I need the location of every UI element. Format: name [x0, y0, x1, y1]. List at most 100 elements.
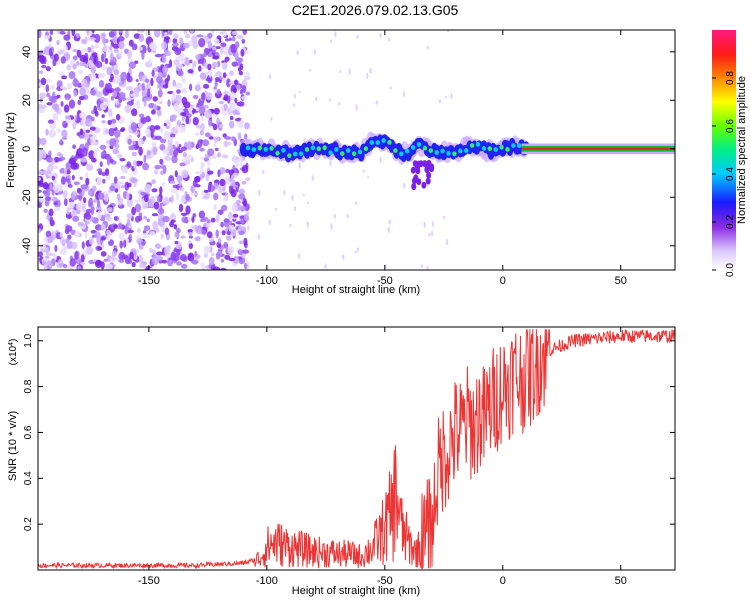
noise-speck: [157, 88, 163, 98]
noise-speck: [126, 182, 132, 188]
noise-speck: [235, 186, 239, 193]
noise-speck: [289, 224, 292, 227]
noise-speck: [169, 148, 174, 156]
noise-speck: [232, 109, 239, 116]
noise-speck: [90, 66, 97, 74]
signal-tail: [422, 160, 428, 168]
signal-core: [422, 145, 428, 151]
colorbar: 0.0 0.2 0.4 0.6 0.8 Normalized spectral ampl…: [712, 30, 748, 277]
colorbar-gradient: [712, 30, 736, 270]
noise-speck: [74, 230, 81, 238]
noise-speck: [91, 199, 99, 203]
noise-speck: [59, 138, 63, 146]
noise-speck: [129, 251, 134, 260]
noise-speck: [222, 30, 227, 37]
noise-speck: [103, 52, 107, 59]
noise-speck: [77, 99, 82, 106]
noise-speck: [52, 113, 59, 122]
noise-speck: [79, 54, 87, 62]
noise-speck: [189, 83, 193, 92]
noise-speck: [241, 165, 249, 174]
noise-speck: [303, 137, 306, 142]
noise-speck: [45, 128, 49, 136]
noise-speck: [95, 91, 103, 98]
noise-speck: [105, 140, 110, 144]
noise-speck: [137, 215, 143, 222]
noise-speck: [205, 77, 212, 82]
noise-speck: [213, 107, 220, 115]
signal-core: [310, 145, 316, 151]
noise-speck: [143, 97, 147, 107]
noise-speck: [176, 261, 182, 266]
noise-speck: [236, 199, 242, 204]
snr-ytick-label: 0.8: [23, 379, 34, 393]
noise-speck: [174, 170, 178, 178]
noise-speck: [175, 82, 183, 89]
noise-speck: [78, 192, 83, 202]
noise-speck: [245, 211, 250, 216]
noise-speck: [181, 57, 185, 66]
noise-speck: [92, 52, 98, 58]
noise-speck: [140, 240, 147, 246]
noise-speck: [146, 218, 150, 223]
noise-speck: [185, 154, 193, 160]
noise-speck: [40, 245, 47, 253]
noise-speck: [71, 174, 75, 181]
noise-speck: [69, 258, 77, 267]
spectrogram-xlabel: Height of straight line (km): [292, 284, 420, 296]
noise-speck: [108, 127, 115, 137]
noise-speck: [228, 70, 234, 77]
noise-speck: [128, 233, 132, 240]
noise-speck: [97, 210, 102, 220]
noise-speck: [203, 189, 209, 193]
noise-speck: [217, 169, 221, 178]
noise-speck: [228, 81, 235, 85]
noise-speck: [106, 254, 112, 263]
noise-speck: [52, 165, 59, 170]
noise-speck: [234, 51, 239, 60]
noise-speck: [174, 240, 179, 245]
signal-core: [281, 147, 286, 153]
noise-speck: [131, 151, 137, 157]
noise-speck: [188, 242, 193, 249]
noise-speck: [207, 32, 213, 39]
noise-speck: [162, 215, 170, 223]
noise-speck: [63, 44, 68, 53]
noise-speck: [48, 129, 56, 139]
noise-speck: [444, 96, 448, 99]
noise-speck: [65, 225, 73, 232]
noise-speck: [162, 84, 169, 89]
noise-speck: [157, 85, 162, 89]
noise-speck: [293, 93, 296, 99]
noise-speck: [136, 99, 141, 110]
noise-speck: [240, 218, 245, 224]
noise-speck: [131, 108, 138, 117]
noise-speck: [156, 76, 163, 84]
noise-speck: [162, 164, 167, 174]
noise-speck: [230, 91, 237, 99]
noise-speck: [74, 155, 78, 162]
signal-core: [517, 143, 522, 149]
noise-speck: [215, 214, 220, 223]
noise-speck: [151, 179, 156, 185]
noise-speck: [230, 224, 235, 231]
noise-speck: [241, 180, 247, 185]
noise-speck: [41, 261, 47, 265]
noise-speck: [58, 72, 65, 76]
noise-speck: [77, 265, 82, 270]
noise-speck: [173, 102, 179, 112]
noise-speck: [152, 96, 158, 102]
noise-speck: [192, 94, 199, 100]
noise-speck: [124, 30, 129, 39]
noise-speck: [68, 71, 76, 80]
noise-speck: [167, 144, 174, 151]
signal-tail: [416, 178, 422, 186]
signal-core: [399, 151, 404, 157]
noise-speck: [60, 101, 64, 107]
noise-speck: [116, 193, 121, 201]
noise-speck: [170, 133, 176, 138]
noise-speck: [222, 133, 227, 138]
noise-speck: [228, 211, 233, 220]
noise-speck: [230, 174, 235, 183]
noise-speck: [45, 156, 53, 163]
